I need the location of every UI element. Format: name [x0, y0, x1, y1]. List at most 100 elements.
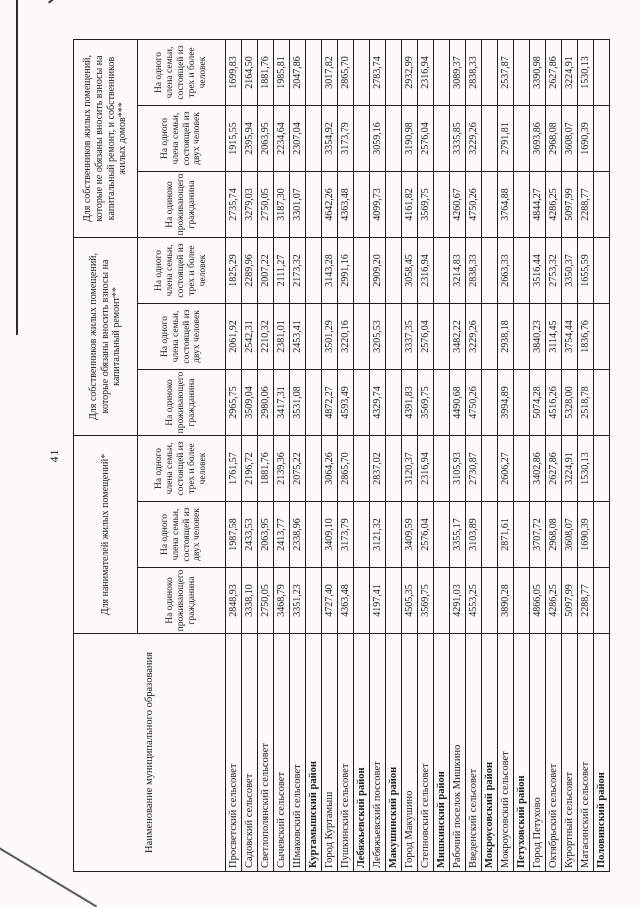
- value-cell: 2173,32: [289, 237, 306, 304]
- value-cell: 1836,76: [577, 303, 594, 370]
- value-cell: [305, 435, 322, 502]
- value-cell: [593, 435, 610, 502]
- table-row: Город Макушино 4505,35 3409,59 3120,37 4391,…: [401, 39, 418, 872]
- value-cell: 3994,89: [497, 369, 514, 436]
- value-cell: 3569,75: [417, 171, 434, 238]
- value-cell: 2063,95: [257, 105, 274, 172]
- municipality-name: Мокроусовский сельсовет: [497, 633, 514, 872]
- value-cell: [513, 171, 530, 238]
- value-cell: 2289,96: [241, 237, 258, 304]
- value-cell: 2865,70: [337, 39, 354, 106]
- value-cell: 2537,87: [497, 39, 514, 106]
- value-cell: [433, 171, 450, 238]
- value-cell: 3409,59: [401, 501, 418, 568]
- value-cell: 4329,74: [369, 369, 386, 436]
- value-cell: 4505,35: [401, 567, 418, 634]
- municipality-name: Курортный сельсовет: [561, 633, 578, 872]
- table-row: Степновский сельсовет 3569,75 2576,04 2316,…: [417, 39, 434, 872]
- value-cell: 1530,13: [577, 39, 594, 106]
- value-cell: 4490,68: [449, 369, 466, 436]
- value-cell: 1690,39: [577, 501, 594, 568]
- municipality-name: Город Петухово: [529, 633, 546, 872]
- value-cell: [513, 105, 530, 172]
- value-cell: [481, 303, 498, 370]
- value-cell: 2838,33: [465, 237, 482, 304]
- value-cell: 2750,05: [257, 171, 274, 238]
- value-cell: [481, 105, 498, 172]
- value-cell: [433, 105, 450, 172]
- value-cell: 2965,75: [225, 369, 242, 436]
- value-cell: [353, 501, 370, 568]
- value-cell: 3224,91: [561, 39, 578, 106]
- value-cell: 1915,55: [225, 105, 242, 172]
- group-header-tenants: Для нанимателей жилых помещений*: [73, 435, 138, 634]
- value-cell: [353, 303, 370, 370]
- value-cell: 1761,57: [225, 435, 242, 502]
- value-cell: [305, 237, 322, 304]
- value-cell: [305, 171, 322, 238]
- value-cell: 1655,59: [577, 237, 594, 304]
- value-cell: 2663,33: [497, 237, 514, 304]
- group-header-owners-obligated: Для собственников жилых помещений, котор…: [73, 237, 138, 436]
- sub-header-cell: На одного члена семьи, состоящей из двух…: [137, 303, 226, 370]
- value-cell: 1985,81: [273, 39, 290, 106]
- value-cell: 4099,73: [369, 171, 386, 238]
- value-cell: 2576,04: [417, 303, 434, 370]
- value-cell: 4642,26: [321, 171, 338, 238]
- value-cell: 3064,26: [321, 435, 338, 502]
- value-cell: [433, 501, 450, 568]
- value-cell: 4593,49: [337, 369, 354, 436]
- value-cell: 2980,06: [257, 369, 274, 436]
- table-row: Пушкинский сельсовет 4363,48 3173,79 2865,7…: [337, 39, 354, 872]
- value-cell: 2968,08: [545, 105, 562, 172]
- value-cell: [481, 171, 498, 238]
- value-cell: 2047,86: [289, 39, 306, 106]
- value-cell: 3114,45: [545, 303, 562, 370]
- value-cell: 2381,01: [273, 303, 290, 370]
- municipality-name: Мокроусовский район: [481, 633, 498, 872]
- value-cell: 2791,81: [497, 105, 514, 172]
- value-cell: 2395,94: [241, 105, 258, 172]
- table-row: Садовский сельсовет 3338,10 2433,53 2196,72…: [241, 39, 258, 872]
- value-cell: [593, 501, 610, 568]
- value-cell: [433, 39, 450, 106]
- value-cell: 4363,48: [337, 567, 354, 634]
- value-cell: [353, 369, 370, 436]
- value-cell: 2288,77: [577, 171, 594, 238]
- value-cell: [593, 105, 610, 172]
- value-cell: 4866,05: [529, 567, 546, 634]
- value-cell: [513, 303, 530, 370]
- value-cell: 3890,28: [497, 567, 514, 634]
- value-cell: 3229,26: [465, 105, 482, 172]
- value-cell: 4161,82: [401, 171, 418, 238]
- value-cell: 3402,86: [529, 435, 546, 502]
- value-cell: 3190,98: [401, 105, 418, 172]
- value-cell: 3693,86: [529, 105, 546, 172]
- value-cell: 2316,94: [417, 435, 434, 502]
- municipality-name: Лебяжьевский поссовет: [369, 633, 386, 872]
- value-cell: 3173,79: [337, 105, 354, 172]
- value-cell: [385, 435, 402, 502]
- value-cell: 1881,76: [257, 39, 274, 106]
- municipality-name: Степновский сельсовет: [417, 633, 434, 872]
- value-cell: 4391,83: [401, 369, 418, 436]
- value-cell: 3764,88: [497, 171, 514, 238]
- value-cell: 2063,95: [257, 501, 274, 568]
- value-cell: 3840,23: [529, 303, 546, 370]
- value-cell: 4750,26: [465, 369, 482, 436]
- value-cell: 3350,37: [561, 237, 578, 304]
- value-cell: [481, 237, 498, 304]
- value-cell: [353, 171, 370, 238]
- scan-edge-artifact: [16, 0, 18, 335]
- table-row: Сычевский сельсовет 3468,79 2413,77 2139,36…: [273, 39, 290, 872]
- value-cell: [305, 105, 322, 172]
- value-cell: [513, 567, 530, 634]
- value-cell: 2627,86: [545, 435, 562, 502]
- municipality-name: Октябрьский сельсовет: [545, 633, 562, 872]
- value-cell: 3569,75: [417, 567, 434, 634]
- value-cell: 3707,72: [529, 501, 546, 568]
- value-cell: 2837,02: [369, 435, 386, 502]
- sub-header-cell: На одного члена семьи, состоящей из двух…: [137, 501, 226, 568]
- value-cell: [353, 435, 370, 502]
- value-cell: 3608,07: [561, 105, 578, 172]
